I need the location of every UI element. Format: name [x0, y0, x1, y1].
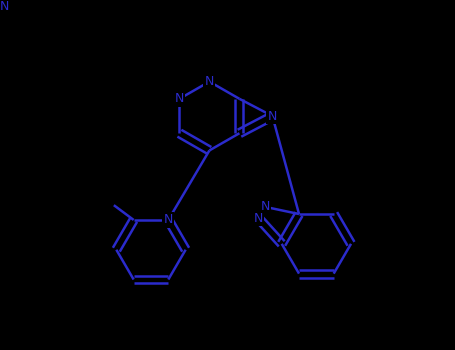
Text: N: N: [254, 212, 263, 225]
Text: N: N: [0, 0, 10, 13]
Text: N: N: [260, 201, 270, 214]
Text: N: N: [164, 214, 173, 226]
Text: N: N: [175, 92, 184, 105]
Text: N: N: [268, 110, 277, 122]
Text: N: N: [0, 0, 10, 13]
Text: N: N: [205, 75, 214, 88]
